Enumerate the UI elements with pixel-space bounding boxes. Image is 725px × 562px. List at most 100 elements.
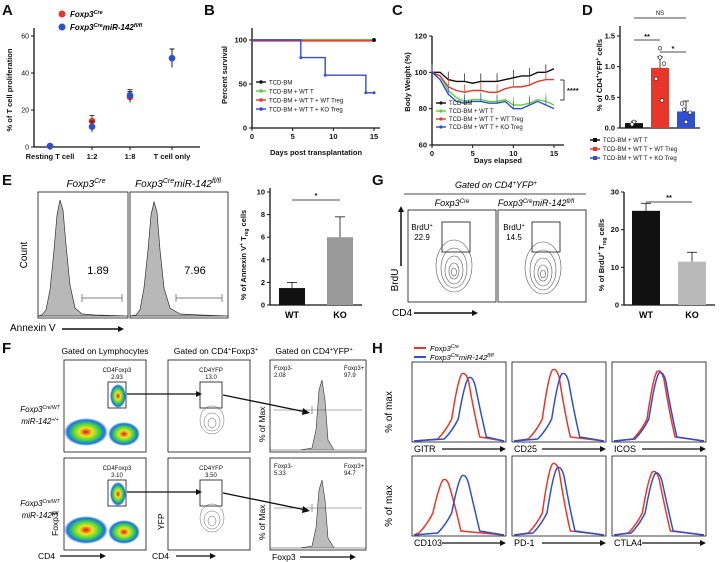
c-xtick-label: 10 [509,149,517,158]
svg-text:Foxp3Cre/WT: Foxp3Cre/WT [20,405,60,414]
h-curve-PD-1-1 [513,466,605,536]
a-ytick-label: 40 [21,71,29,78]
panel-e-ylabel: Count [19,241,30,268]
h-curve-GITR-0 [413,372,505,442]
row1-label2: miR-142 [21,417,52,426]
g-ytick-label: 10 [611,263,619,272]
legend-foxp3-ko: Foxp3 [70,23,94,32]
h-axis-arrowhead [700,446,706,452]
gate1-label-row2: CD4Foxp3 [103,466,132,472]
h-marker-label-ICOS: ICOS [614,444,636,454]
legend-marker-foxp3cre [58,10,66,18]
gate1-val-row2: 3.10 [111,473,123,479]
panel-d-sig-1: ** [644,32,650,41]
panel-h-legend-wt: Foxp3 [430,344,452,353]
c-series-2 [431,71,554,94]
gate1-label-row1: CD4Foxp3 [103,368,132,374]
h-marker-label-CTLA4: CTLA4 [614,538,642,548]
c-legend-marker [439,101,443,105]
h-marker-label-CD25: CD25 [514,444,537,454]
b-xtick-label: 10 [329,132,337,141]
e-bar-0 [279,288,305,305]
g-xtick-label: KO [685,310,699,320]
panel-d-ylabel-c: cells [595,39,604,58]
panel-e-title-wt: Foxp3 [66,179,94,190]
a-xtick-label: T cell only [154,152,192,161]
panel-label-d: D [582,2,593,19]
d-legend-label: TCD-BM + WT T + KO Treg [603,156,677,162]
c-series-0 [432,68,555,84]
panel-e-title-wt-sup: Cre [94,178,105,185]
a-ytick-label: 0 [25,145,29,152]
row2-label2-sup: fl/fl [52,511,59,517]
panel-e-bar-ylabel-sup: + [239,243,245,246]
b-legend-marker [259,98,263,102]
b-xtick-label: 5 [291,132,295,141]
b-xtick-label: 15 [370,132,378,141]
panel-label-h: H [372,340,383,357]
a-point-1-1 [88,123,96,130]
b-xtick-label: 0 [250,132,254,141]
c-xtick-label: 5 [471,149,475,158]
panel-label-b: B [204,2,215,19]
panel-h-ylabel-top: % of max [384,391,395,433]
b-legend-label: TCD-BM [269,81,292,87]
h-curve-CD103-1 [413,474,505,536]
panel-g-bar-ylabel-a: % of BrdU [597,255,606,291]
panel-g-title-ko: Foxp3 [498,198,523,208]
pos-label-row2: Foxp3+ [344,464,365,470]
a-xtick-label: Resting T cell [26,152,75,161]
flow-row-1 [63,359,367,453]
e-bar-1 [327,237,353,305]
h-axis-arrowhead [600,540,606,546]
e-ytick-label: 0 [261,301,265,310]
d-dot [687,110,693,115]
d-dot [659,98,665,103]
svg-text:Gated on CD4+YFP+: Gated on CD4+YFP+ [455,180,538,190]
d-dot [683,119,689,124]
panel-d-ylabel-sup: + [595,75,601,78]
h-box-GITR [411,361,507,443]
panel-g-title-wt-sup: Cre [460,199,470,205]
svg-text:Gated on CD4+YFP+: Gated on CD4+YFP+ [275,346,352,356]
legend-mir142: miR-142 [103,23,135,32]
panel-f-header-3-sup: + [330,347,333,353]
c-legend-label: TCD-BM + WT T [449,109,494,115]
d-dot [657,55,663,60]
flow-row-2 [63,457,367,551]
row2-label2: miR-142 [22,511,53,520]
panel-f-axis-x1: CD4 [38,551,55,561]
svg-text:Foxp3Cre: Foxp3Cre [70,10,103,19]
pos-val-row1: 97.9 [344,373,356,379]
neg-val-row1: 2.08 [274,373,286,379]
contour-wt [435,239,473,293]
legend-marker-ko [58,23,66,31]
histogram-wt [37,199,129,317]
panel-g-header-sup1: + [513,181,517,187]
legend-cre-sup: Cre [94,10,103,16]
c-legend-label: TCD-BM + WT T + WT Treg [449,117,523,123]
d-dot [657,46,663,51]
b-legend-marker [259,89,263,93]
panel-c-xlabel: Days elapsed [474,156,522,165]
h-axis-arrowhead [600,446,606,452]
panel-d-ylabel-b: YFP [595,61,604,76]
c-ytick-label: 120 [414,32,427,41]
row1-label1: Foxp3 [20,405,43,414]
panel-g-flow: Gated on CD4+YFP+ Foxp3Cre Foxp3CremiR-1… [390,180,587,319]
panel-g-bar: % of BrdU+ Treg cells 0 10 20 30 WT KO ** [597,188,715,320]
panel-e-title-ko: Foxp3 [135,179,163,190]
h-curve-ICOS-1 [613,371,705,442]
c-ytick-label: 80 [419,104,427,113]
panel-d-ylabel: % of CD4+YFP+ cells [595,39,604,111]
panel-g-title-ko-sup2: fl/fl [567,199,575,205]
d-legend-marker [593,138,597,142]
panel-e-bar-ylabel-c: cells [239,210,248,229]
b-end-marker [372,38,376,42]
panel-f-axis-y2: YFP [156,513,166,530]
d-bar-0 [625,123,643,128]
svg-text:BrdU+: BrdU+ [411,223,432,232]
gate1-val-row1: 2.93 [111,375,123,381]
c-series-1 [431,71,555,106]
h-box-CTLA4 [611,455,707,537]
